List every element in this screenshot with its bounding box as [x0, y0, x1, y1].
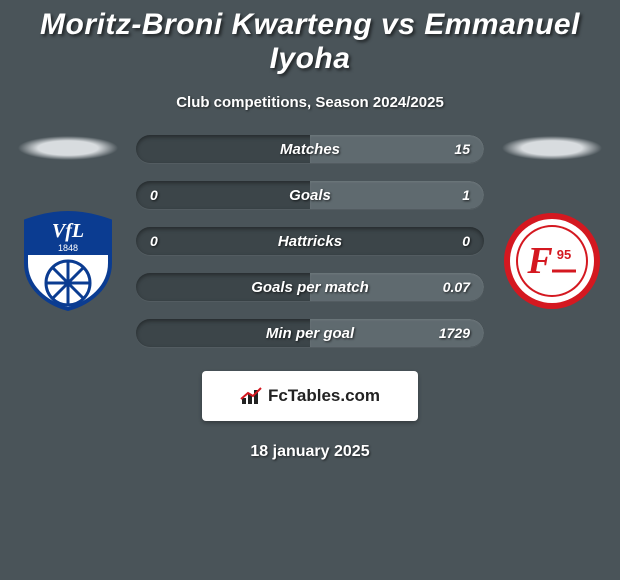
stat-row: Min per goal1729: [136, 319, 484, 347]
subtitle: Club competitions, Season 2024/2025: [0, 94, 620, 111]
page-title: Moritz-Broni Kwarteng vs Emmanuel Iyoha: [0, 0, 620, 76]
stat-value-right: 1729: [439, 325, 470, 341]
player-right-silhouette: [500, 133, 604, 163]
bar-chart-icon: [240, 386, 264, 406]
stat-label: Min per goal: [136, 325, 484, 342]
stats-column: Matches15Goals01Hattricks00Goals per mat…: [128, 135, 492, 347]
svg-text:95: 95: [557, 247, 571, 262]
stat-label: Goals per match: [136, 279, 484, 296]
svg-text:VfL: VfL: [52, 220, 84, 242]
stat-value-left: 0: [150, 187, 158, 203]
brand-box[interactable]: FcTables.com: [202, 371, 418, 421]
svg-text:F: F: [526, 240, 552, 282]
comparison-content: VfL 1848 Matches15Goals01Hattricks00Goal…: [0, 133, 620, 347]
fortuna-badge-icon: F 95: [502, 211, 602, 311]
stat-value-right: 15: [454, 141, 470, 157]
club-badge-right: F 95: [502, 211, 602, 311]
date-text: 18 january 2025: [0, 443, 620, 461]
stat-value-right: 0: [462, 233, 470, 249]
stat-value-right: 0.07: [443, 279, 470, 295]
stat-row: Goals per match0.07: [136, 273, 484, 301]
stat-label: Hattricks: [136, 233, 484, 250]
brand-text: FcTables.com: [268, 386, 380, 406]
stat-row: Goals0 1: [136, 181, 484, 209]
stat-label: Matches: [136, 141, 484, 158]
stat-value-left: 0: [150, 233, 158, 249]
svg-text:1848: 1848: [58, 243, 78, 253]
player-left-silhouette: [16, 133, 120, 163]
stat-row: Hattricks0 0: [136, 227, 484, 255]
club-badge-left: VfL 1848: [18, 211, 118, 311]
stat-value-right: 1: [462, 187, 470, 203]
player-right-col: F 95: [492, 133, 612, 311]
stat-label: Goals: [136, 187, 484, 204]
stat-row: Matches15: [136, 135, 484, 163]
player-left-col: VfL 1848: [8, 133, 128, 311]
bochum-badge-icon: VfL 1848: [18, 211, 118, 311]
